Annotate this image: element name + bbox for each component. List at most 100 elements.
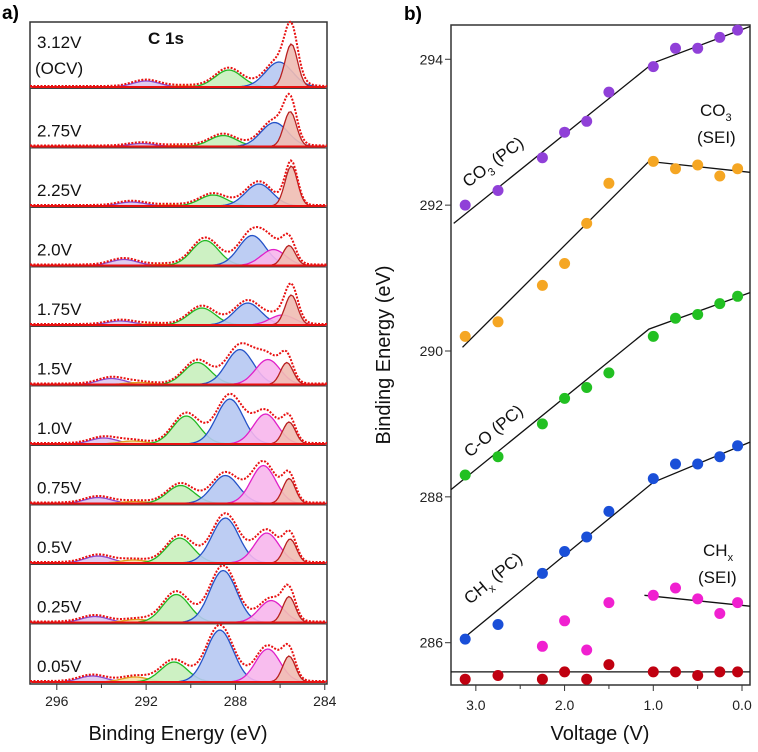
data-point [692,458,704,470]
data-point [536,418,548,430]
data-point [581,531,593,543]
data-point [670,312,681,324]
data-point [459,330,471,342]
data-point [670,666,681,678]
data-point [603,659,615,671]
spectrum-label: 3.12V [37,33,82,52]
panel-a-frame [29,21,328,685]
data-point [581,115,593,127]
data-point [536,640,548,652]
label-chx-pc: CHx (PC) [460,549,528,611]
data-point [670,42,681,54]
spectrum-3.12V: 3.12V (OCV) [30,20,328,88]
data-point [714,666,726,678]
spectrum-label: 0.05V [37,657,82,676]
data-point [492,451,504,463]
spectrum-data [30,225,327,266]
data-point [647,473,659,485]
series-co3-sei- [459,155,751,348]
data-point [492,316,504,328]
panel-b-label: b) [404,4,422,25]
data-point [692,159,704,171]
spectrum-1.0V: 1.0V [30,385,327,445]
data-point [732,24,744,36]
spectrum-data [30,20,328,87]
data-point [732,290,744,302]
spectrum-label: 1.5V [37,360,73,379]
data-point [603,505,615,517]
x-tick-label: 3.0 [466,697,486,713]
spectrum-2.75V: 2.75V [30,88,327,148]
data-point [581,382,593,393]
label-chx-sei: CHx [703,541,734,564]
panel-b-ylabel: Binding Energy (eV) [373,266,395,445]
spectrum-label: 2.0V [37,241,73,260]
spectrum-0.5V: 0.5V [30,504,327,564]
data-point [559,126,571,138]
data-point [459,673,471,685]
panel-b-plot: 286 288 290 292 294 3.0 2.0 1.0 0.0 [420,24,752,713]
data-point [603,367,615,379]
data-point [536,152,548,164]
data-point [603,177,615,189]
y-tick-label: 294 [420,51,444,67]
x-tick-label: 296 [45,693,69,709]
spectrum-0.25V: 0.25V [30,564,327,624]
data-point [692,593,704,605]
label-co3-sei: CO3 [700,101,732,124]
spectrum-0.75V: 0.75V [30,445,327,505]
spectrum-data [30,512,327,563]
data-point [559,615,571,627]
data-point [559,258,571,269]
label-co-pc: C-O (PC) [460,401,526,461]
data-point [692,670,704,681]
spectrum-data [30,281,327,325]
data-point [732,440,744,452]
x-tick-label: 0.0 [732,697,752,713]
spectrum-data [30,92,327,147]
data-point [492,670,504,681]
data-point [714,31,726,43]
data-point [670,163,681,175]
panel-a-label: a) [2,3,19,24]
data-point [559,666,571,678]
label-co3-pc: CO3 (PC) [459,133,530,194]
data-point [603,86,615,98]
panel-a-xlabel: Binding Energy (eV) [89,723,268,745]
x-tick-label: 292 [134,693,158,709]
spectrum-data [30,564,327,623]
series-unlabeled [451,659,750,685]
data-point [581,644,593,656]
data-point [459,469,471,481]
data-point [732,163,744,175]
data-point [459,633,471,645]
spectrum-data [30,623,327,682]
spectrum-1.75V: 1.75V [30,266,327,326]
y-tick-label: 286 [420,635,444,651]
series-ch-x-sei- [536,582,751,656]
data-point [647,330,659,342]
spectrum-label: 0.25V [37,598,82,617]
spectrum-data [30,342,327,385]
data-point [536,567,548,579]
data-point [536,279,548,291]
series-ch-x-pc- [459,440,751,645]
data-point [692,42,704,54]
data-point [603,597,615,609]
data-point [692,309,704,320]
data-point [581,673,593,685]
series-co3-pc- [453,24,751,224]
data-point [581,217,593,229]
spectrum-label: 1.0V [37,419,73,438]
fit-line [462,160,751,348]
data-point [536,673,548,685]
x-tick-label: 1.0 [644,697,664,713]
spectrum-data [30,159,327,206]
x-tick-label: 2.0 [555,697,575,713]
data-point [714,608,726,619]
spectrum-2.25V: 2.25V [30,147,327,207]
spectrum-2.0V: 2.0V [30,207,327,267]
c1s-annotation: C 1s [148,29,184,48]
label-co3-sei-line2: (SEI) [697,128,736,147]
